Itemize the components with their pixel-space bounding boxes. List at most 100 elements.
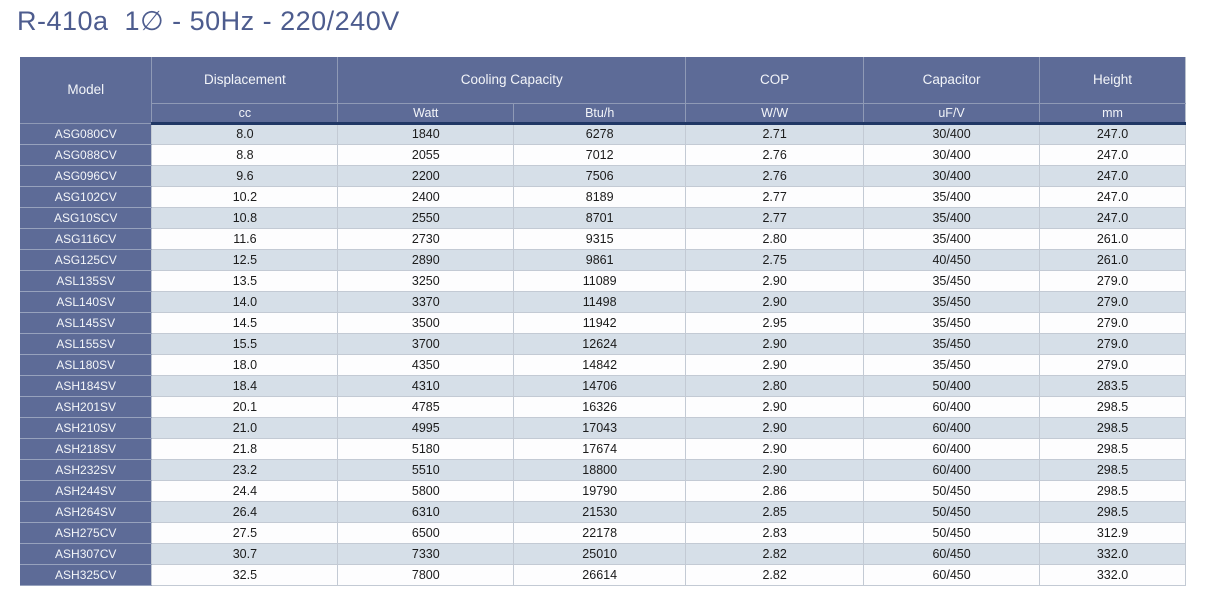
model-cell: ASH201SV bbox=[20, 396, 153, 418]
height-cell: 298.5 bbox=[1039, 417, 1186, 439]
height-cell: 247.0 bbox=[1039, 123, 1186, 145]
capacitor-cell: 35/450 bbox=[863, 312, 1040, 334]
cop-cell: 2.90 bbox=[685, 459, 865, 481]
model-cell: ASH210SV bbox=[20, 417, 153, 439]
watt-cell: 2055 bbox=[337, 144, 515, 166]
model-cell: ASL145SV bbox=[20, 312, 153, 334]
btu-cell: 11089 bbox=[513, 270, 687, 292]
capacitor-cell: 35/450 bbox=[863, 354, 1040, 376]
header-cop: COP bbox=[685, 57, 865, 104]
capacitor-cell: 35/400 bbox=[863, 186, 1040, 208]
watt-cell: 3250 bbox=[337, 270, 515, 292]
displacement-cell: 8.8 bbox=[151, 144, 339, 166]
displacement-cell: 10.2 bbox=[151, 186, 339, 208]
cop-cell: 2.77 bbox=[685, 186, 865, 208]
table-row: ASG102CV 10.2 2400 8189 2.77 35/400 247.… bbox=[20, 186, 1186, 208]
displacement-cell: 13.5 bbox=[151, 270, 339, 292]
header-height: Height bbox=[1039, 57, 1186, 104]
cop-cell: 2.80 bbox=[685, 375, 865, 397]
model-cell: ASL155SV bbox=[20, 333, 153, 355]
btu-cell: 8189 bbox=[513, 186, 687, 208]
cop-cell: 2.95 bbox=[685, 312, 865, 334]
capacitor-cell: 35/400 bbox=[863, 207, 1040, 229]
model-cell: ASG125CV bbox=[20, 249, 153, 271]
btu-cell: 14842 bbox=[513, 354, 687, 376]
capacitor-cell: 35/400 bbox=[863, 228, 1040, 250]
cop-cell: 2.76 bbox=[685, 165, 865, 187]
cop-cell: 2.90 bbox=[685, 270, 865, 292]
displacement-cell: 12.5 bbox=[151, 249, 339, 271]
model-cell: ASL180SV bbox=[20, 354, 153, 376]
table-row: ASH218SV 21.8 5180 17674 2.90 60/400 298… bbox=[20, 438, 1186, 460]
model-cell: ASG096CV bbox=[20, 165, 153, 187]
table-header: Model Displacement Cooling Capacity COP … bbox=[20, 57, 1186, 125]
model-cell: ASH275CV bbox=[20, 522, 153, 544]
capacitor-cell: 30/400 bbox=[863, 123, 1040, 145]
height-cell: 247.0 bbox=[1039, 144, 1186, 166]
height-cell: 261.0 bbox=[1039, 228, 1186, 250]
btu-cell: 6278 bbox=[513, 123, 687, 145]
displacement-cell: 11.6 bbox=[151, 228, 339, 250]
displacement-cell: 24.4 bbox=[151, 480, 339, 502]
model-cell: ASH307CV bbox=[20, 543, 153, 565]
table-row: ASL155SV 15.5 3700 12624 2.90 35/450 279… bbox=[20, 333, 1186, 355]
cop-cell: 2.90 bbox=[685, 438, 865, 460]
displacement-cell: 20.1 bbox=[151, 396, 339, 418]
btu-cell: 7506 bbox=[513, 165, 687, 187]
table-row: ASG116CV 11.6 2730 9315 2.80 35/400 261.… bbox=[20, 228, 1186, 250]
model-cell: ASG102CV bbox=[20, 186, 153, 208]
height-cell: 279.0 bbox=[1039, 270, 1186, 292]
height-cell: 332.0 bbox=[1039, 543, 1186, 565]
btu-cell: 17043 bbox=[513, 417, 687, 439]
table-row: ASH264SV 26.4 6310 21530 2.85 50/450 298… bbox=[20, 501, 1186, 523]
model-cell: ASH232SV bbox=[20, 459, 153, 481]
watt-cell: 7330 bbox=[337, 543, 515, 565]
displacement-cell: 14.5 bbox=[151, 312, 339, 334]
cop-cell: 2.80 bbox=[685, 228, 865, 250]
capacitor-cell: 40/450 bbox=[863, 249, 1040, 271]
displacement-cell: 14.0 bbox=[151, 291, 339, 313]
cop-cell: 2.85 bbox=[685, 501, 865, 523]
btu-cell: 21530 bbox=[513, 501, 687, 523]
capacitor-cell: 50/450 bbox=[863, 522, 1040, 544]
model-cell: ASG088CV bbox=[20, 144, 153, 166]
watt-cell: 3700 bbox=[337, 333, 515, 355]
height-cell: 298.5 bbox=[1039, 396, 1186, 418]
capacitor-cell: 60/400 bbox=[863, 459, 1040, 481]
model-cell: ASL140SV bbox=[20, 291, 153, 313]
btu-cell: 14706 bbox=[513, 375, 687, 397]
btu-cell: 26614 bbox=[513, 564, 687, 586]
height-cell: 279.0 bbox=[1039, 354, 1186, 376]
watt-cell: 2550 bbox=[337, 207, 515, 229]
watt-cell: 6310 bbox=[337, 501, 515, 523]
capacitor-cell: 60/450 bbox=[863, 543, 1040, 565]
capacitor-cell: 50/450 bbox=[863, 501, 1040, 523]
table-row: ASG096CV 9.6 2200 7506 2.76 30/400 247.0 bbox=[20, 165, 1186, 187]
displacement-cell: 21.8 bbox=[151, 438, 339, 460]
capacitor-cell: 60/400 bbox=[863, 396, 1040, 418]
capacitor-cell: 60/400 bbox=[863, 417, 1040, 439]
table-row: ASG125CV 12.5 2890 9861 2.75 40/450 261.… bbox=[20, 249, 1186, 271]
unit-height: mm bbox=[1039, 103, 1186, 125]
watt-cell: 3500 bbox=[337, 312, 515, 334]
model-cell: ASG080CV bbox=[20, 123, 153, 145]
cop-cell: 2.90 bbox=[685, 417, 865, 439]
header-displacement: Displacement bbox=[151, 57, 339, 104]
cop-cell: 2.71 bbox=[685, 123, 865, 145]
capacitor-cell: 35/450 bbox=[863, 291, 1040, 313]
model-cell: ASG10SCV bbox=[20, 207, 153, 229]
height-cell: 298.5 bbox=[1039, 459, 1186, 481]
btu-cell: 22178 bbox=[513, 522, 687, 544]
page-title: R-410a 1∅ - 50Hz - 220/240V bbox=[17, 6, 400, 36]
table-row: ASG10SCV 10.8 2550 8701 2.77 35/400 247.… bbox=[20, 207, 1186, 229]
displacement-cell: 23.2 bbox=[151, 459, 339, 481]
watt-cell: 6500 bbox=[337, 522, 515, 544]
watt-cell: 4350 bbox=[337, 354, 515, 376]
table-row: ASL135SV 13.5 3250 11089 2.90 35/450 279… bbox=[20, 270, 1186, 292]
height-cell: 298.5 bbox=[1039, 438, 1186, 460]
btu-cell: 19790 bbox=[513, 480, 687, 502]
watt-cell: 4785 bbox=[337, 396, 515, 418]
table-body: ASG080CV 8.0 1840 6278 2.71 30/400 247.0… bbox=[20, 123, 1186, 586]
unit-btu: Btu/h bbox=[513, 103, 687, 125]
